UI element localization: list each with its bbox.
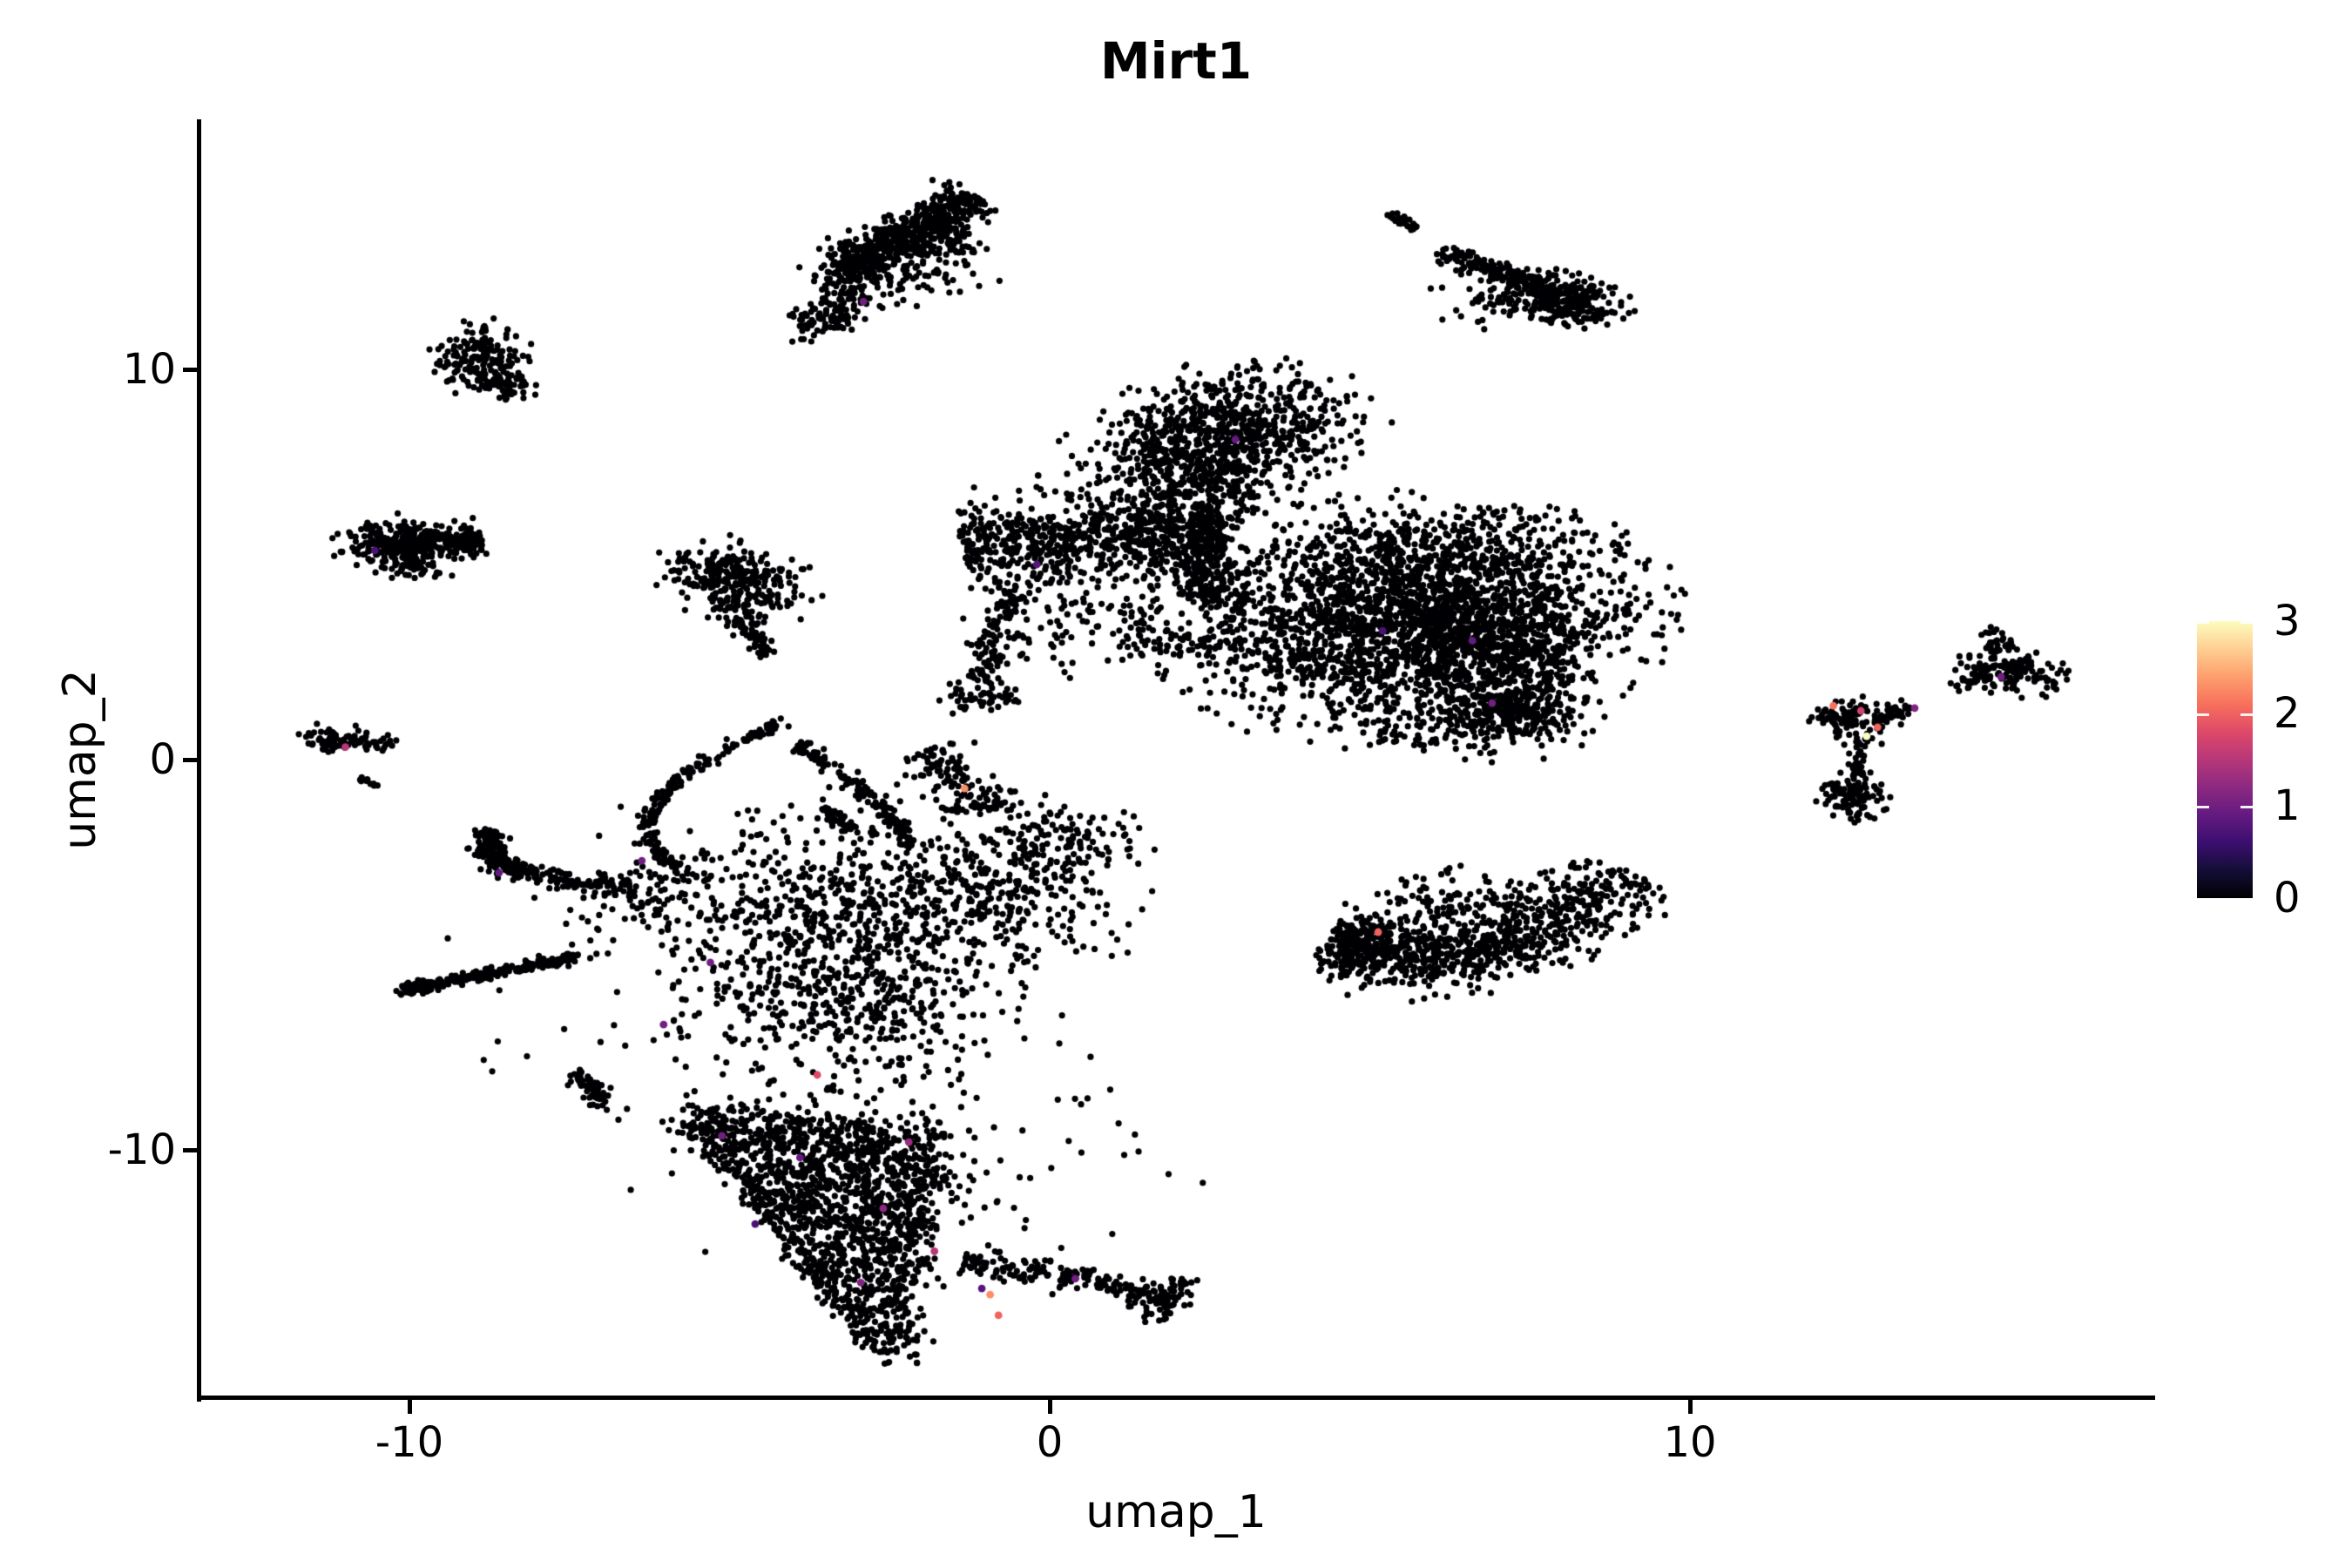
colorbar-tick-label: 3: [2274, 597, 2301, 645]
colorbar-tick-mark: [2197, 713, 2209, 716]
colorbar-tick-label: 0: [2274, 874, 2301, 923]
colorbar-tick-mark: [2240, 806, 2253, 808]
x-tick-label: 0: [1036, 1418, 1064, 1467]
x-tick-mark: [1048, 1400, 1052, 1414]
y-tick-label: 10: [122, 345, 176, 394]
x-axis-line: [197, 1396, 2155, 1400]
y-tick-label: 0: [149, 735, 176, 784]
y-tick-mark: [183, 368, 197, 372]
colorbar-tick-mark: [2240, 621, 2253, 624]
plot-title: Mirt1: [1099, 31, 1253, 91]
x-axis-label: umap_1: [1085, 1486, 1267, 1538]
y-tick-mark: [183, 1148, 197, 1152]
colorbar-tick-mark: [2197, 806, 2209, 808]
y-tick-label: -10: [107, 1125, 176, 1174]
scatter-canvas: [200, 119, 2152, 1397]
y-tick-mark: [183, 758, 197, 762]
colorbar-gradient: [2197, 621, 2253, 898]
x-tick-mark: [1688, 1400, 1693, 1414]
colorbar-tick-mark: [2197, 621, 2209, 624]
y-axis-line: [197, 119, 201, 1402]
colorbar-tick-mark: [2240, 713, 2253, 716]
x-tick-label: -10: [375, 1418, 444, 1467]
x-tick-label: 10: [1663, 1418, 1717, 1467]
y-axis-label: umap_2: [54, 669, 106, 850]
colorbar-tick-label: 2: [2274, 689, 2301, 738]
colorbar-tick-label: 1: [2274, 781, 2301, 830]
plot-panel: [200, 119, 2152, 1397]
x-tick-mark: [408, 1400, 412, 1414]
